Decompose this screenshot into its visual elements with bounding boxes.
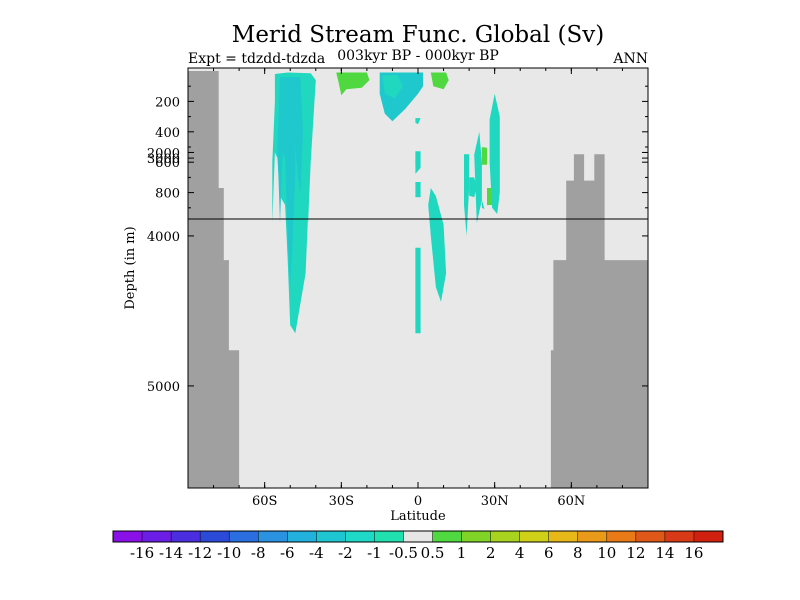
land-polygon	[188, 71, 240, 488]
anomaly-region	[415, 247, 421, 334]
colorbar-swatch	[171, 531, 201, 542]
anomaly-region	[415, 151, 421, 174]
land-mask	[188, 71, 648, 489]
colorbar-swatch	[635, 531, 666, 542]
colorbar-label: 2	[486, 544, 496, 562]
anomaly-fields	[272, 72, 500, 334]
anomaly-region	[277, 77, 303, 288]
anomaly-region	[481, 147, 487, 165]
colorbar-label: 12	[626, 544, 645, 562]
experiment-label: Expt = tdzdd-tdzda	[188, 51, 325, 67]
colorbar-label: 4	[515, 544, 525, 562]
anomaly-region	[474, 131, 485, 223]
y-tick-label: 2000	[147, 146, 180, 161]
colorbar-swatch	[664, 531, 695, 542]
colorbar-label: -0.5	[389, 544, 418, 562]
y-tick-label: 600	[155, 156, 180, 171]
y-tick-label: 400	[155, 126, 180, 141]
colorbar-swatch	[200, 531, 230, 542]
colorbar-frame	[112, 530, 724, 543]
colorbar-label: 1	[457, 544, 467, 562]
colorbar-swatch	[461, 531, 492, 542]
colorbar-swatch	[316, 531, 346, 542]
x-tick-label: 30S	[329, 494, 354, 509]
y-tick-label: 3000	[147, 152, 180, 167]
anomaly-region	[382, 74, 403, 99]
anomaly-region	[464, 154, 470, 236]
x-tick-label: 60S	[252, 494, 277, 509]
colorbar-swatch	[287, 531, 317, 542]
colorbar: -16 -14 -12 -10 -8 -6 -4 -2 -1 -0.5 0.5 1 2 4 6 8 10 12 14…	[112, 530, 724, 562]
colorbar-label: -1	[367, 544, 382, 562]
colorbar-label: -16	[130, 544, 154, 562]
y-tick-label: 4000	[147, 230, 180, 245]
colorbar-swatch	[432, 531, 462, 542]
colorbar-swatch	[258, 531, 288, 542]
colorbar-label: 10	[597, 544, 616, 562]
anomaly-region	[336, 72, 370, 96]
anomaly-region	[428, 188, 447, 302]
anomaly-region	[415, 118, 421, 125]
colorbar-swatch	[577, 531, 608, 542]
anomaly-region	[487, 188, 493, 205]
colorbar-label: 8	[573, 544, 583, 562]
colorbar-label: -2	[338, 544, 353, 562]
colorbar-label: -8	[251, 544, 266, 562]
x-axis-label: Latitude	[390, 509, 446, 524]
chart-title: Merid Stream Func. Global (Sv)	[232, 22, 604, 48]
colorbar-swatch	[548, 531, 579, 542]
colorbar-label: 14	[655, 544, 674, 562]
anomaly-region	[489, 93, 500, 214]
colorbar-swatch	[490, 531, 521, 542]
colorbar-swatch	[403, 531, 433, 542]
colorbar-label: 16	[684, 544, 703, 562]
colorbar-swatch	[693, 531, 724, 542]
anomaly-region	[430, 72, 449, 90]
y-tick-label: 200	[155, 95, 180, 110]
colorbar-label: -10	[217, 544, 241, 562]
colorbar-swatch	[113, 531, 143, 542]
y-tick-label: 800	[155, 187, 180, 202]
colorbar-swatch	[519, 531, 550, 542]
colorbar-label: -12	[188, 544, 212, 562]
x-tick-label: 60N	[557, 494, 585, 509]
colorbar-swatch	[229, 531, 259, 542]
x-tick-label: 30N	[481, 494, 509, 509]
colorbar-swatch	[142, 531, 172, 542]
colorbar-label: -4	[309, 544, 324, 562]
colorbar-label: 0.5	[421, 544, 445, 562]
colorbar-swatch	[374, 531, 404, 542]
colorbar-swatch	[606, 531, 637, 542]
colorbar-label: -6	[280, 544, 295, 562]
y-axis-label: Depth (in m)	[123, 226, 138, 309]
period-label: 003kyr BP - 000kyr BP	[337, 48, 499, 64]
colorbar-label: -14	[159, 544, 183, 562]
land-polygon	[550, 154, 648, 489]
y-tick-label: 5000	[147, 380, 180, 395]
colorbar-label: 6	[544, 544, 554, 562]
season-label: ANN	[612, 51, 648, 67]
colorbar-swatch	[345, 531, 375, 542]
x-tick-label: 0	[414, 494, 422, 509]
anomaly-region	[415, 182, 421, 198]
anomaly-region	[469, 177, 477, 198]
